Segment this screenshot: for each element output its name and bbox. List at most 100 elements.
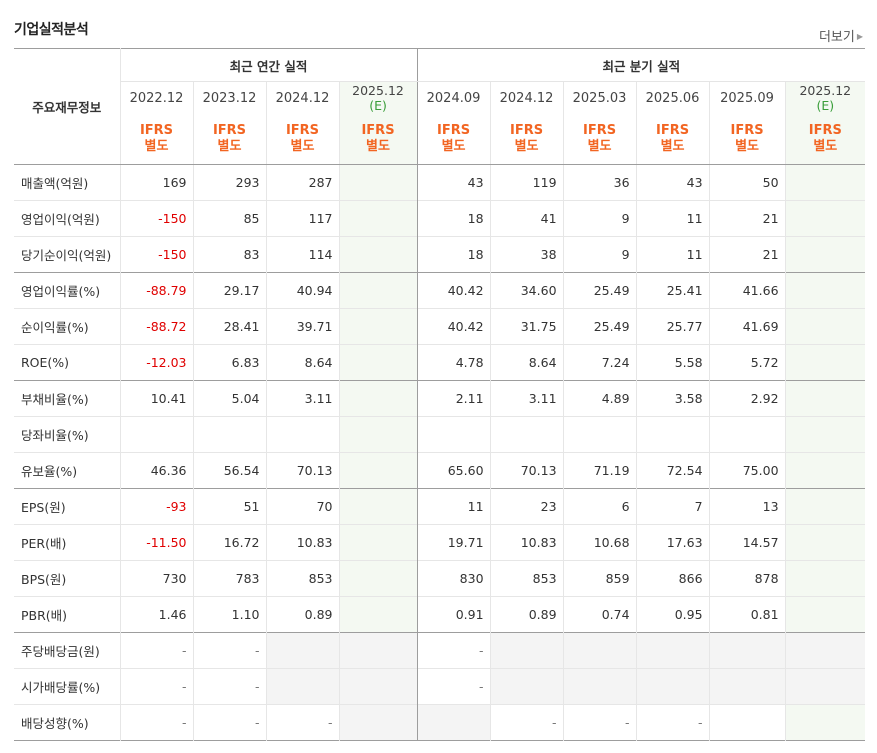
ifrs-label: IFRS: [436, 123, 471, 138]
table-cell: -: [562, 704, 637, 741]
period-header: 2025.06: [635, 81, 710, 114]
separate-label: 별도: [735, 139, 759, 154]
separate-label: 별도: [441, 139, 466, 154]
table-cell: 41: [489, 200, 564, 237]
table-cell: [192, 416, 266, 453]
table-cell: 730: [119, 560, 193, 597]
table-cell: 14.57: [708, 524, 786, 561]
table-cell: [784, 308, 866, 345]
table-cell: 39.71: [265, 308, 339, 345]
table-cell: -: [119, 668, 193, 705]
ifrs-label: IFRS: [139, 123, 174, 138]
table-cell: 9: [562, 200, 637, 237]
table-cell: 7.24: [562, 344, 637, 381]
chevron-right-icon: ▶: [856, 32, 863, 41]
table-cell: 25.41: [635, 272, 710, 309]
table-cell: 11: [635, 200, 710, 237]
table-cell: [784, 596, 866, 633]
accounting-standard-header: IFRS 별도: [192, 114, 266, 165]
table-cell: [338, 416, 418, 453]
period-header: 2025.03: [562, 81, 637, 114]
table-row: 유보율(%) 46.36 56.54 70.13 65.60 70.13 71.19 72.5…: [14, 452, 866, 489]
period-header: 2024.12: [265, 81, 339, 114]
table-cell: [338, 524, 418, 561]
row-label: 영업이익(억원): [14, 200, 120, 237]
table-cell: 3.11: [265, 380, 339, 417]
table-cell: 65.60: [416, 452, 491, 489]
table-cell: [784, 560, 866, 597]
table-cell: 117: [265, 200, 339, 237]
table-cell: [784, 452, 866, 489]
ifrs-label: IFRS: [509, 123, 544, 138]
table-cell: 40.42: [416, 308, 491, 345]
table-row: ROE(%) -12.03 6.83 8.64 4.78 8.64 7.24 5.58 5.72: [14, 344, 866, 381]
table-cell: [338, 704, 418, 741]
table-cell: 10.68: [562, 524, 637, 561]
table-cell: [338, 632, 418, 669]
separate-label: 별도: [660, 139, 685, 154]
table-cell: [708, 632, 786, 669]
table-cell: 10.83: [265, 524, 339, 561]
table-cell: [338, 344, 418, 381]
annual-group-header: 최근 연간 실적: [119, 48, 418, 82]
accounting-standard-header: IFRS 별도: [119, 114, 193, 165]
table-cell: 18: [416, 200, 491, 237]
table-row: 당좌비율(%): [14, 416, 866, 453]
table-cell: [489, 632, 564, 669]
table-cell: -: [489, 704, 564, 741]
table-cell: 41.66: [708, 272, 786, 309]
table-cell: [784, 272, 866, 309]
table-cell: [489, 668, 564, 705]
table-cell: 0.89: [489, 596, 564, 633]
table-cell: 50: [708, 164, 786, 201]
row-label: 주당배당금(원): [14, 632, 120, 669]
table-row: PBR(배) 1.46 1.10 0.89 0.91 0.89 0.74 0.95 0.81: [14, 596, 866, 633]
table-cell: [784, 488, 866, 525]
table-cell: 853: [489, 560, 564, 597]
table-row: 주당배당금(원) - - -: [14, 632, 866, 669]
table-cell: [338, 560, 418, 597]
table-cell: 16.72: [192, 524, 266, 561]
table-cell: [338, 308, 418, 345]
table-cell: 5.04: [192, 380, 266, 417]
accounting-standard-header: IFRS 별도: [489, 114, 564, 165]
table-cell: 19.71: [416, 524, 491, 561]
table-cell: [265, 668, 339, 705]
table-row: BPS(원) 730 783 853 830 853 859 866 878: [14, 560, 866, 597]
table-cell: [708, 416, 786, 453]
row-label: 부채비율(%): [14, 380, 120, 417]
row-label: PBR(배): [14, 596, 120, 633]
table-cell: 23: [489, 488, 564, 525]
table-cell: 293: [192, 164, 266, 201]
table-cell: -150: [119, 236, 193, 273]
table-cell: 169: [119, 164, 193, 201]
table-cell: [416, 704, 491, 741]
table-cell: 25.49: [562, 308, 637, 345]
period-header: 2024.09: [416, 81, 491, 114]
accounting-standard-header: IFRS 별도: [635, 114, 710, 165]
table-row: 영업이익(억원) -150 85 117 18 41 9 11 21: [14, 200, 866, 237]
table-cell: [562, 632, 637, 669]
accounting-standard-header: IFRS 별도: [265, 114, 339, 165]
table-cell: 853: [265, 560, 339, 597]
table-cell: -: [192, 668, 266, 705]
table-cell: 11: [416, 488, 491, 525]
table-cell: 56.54: [192, 452, 266, 489]
table-cell: 9: [562, 236, 637, 273]
table-cell: 1.10: [192, 596, 266, 633]
table-cell: -93: [119, 488, 193, 525]
table-row: 배당성향(%) - - - - - -: [14, 704, 866, 741]
separate-label: 별도: [144, 139, 169, 154]
table-cell: 25.77: [635, 308, 710, 345]
more-link[interactable]: 더보기 ▶: [819, 26, 863, 45]
table-cell: 70: [265, 488, 339, 525]
table-cell: [338, 380, 418, 417]
accounting-standard-header: IFRS 별도: [708, 114, 786, 165]
table-cell: [338, 488, 418, 525]
table-cell: 34.60: [489, 272, 564, 309]
table-cell: 0.81: [708, 596, 786, 633]
table-row: 시가배당률(%) - - -: [14, 668, 866, 705]
row-label: EPS(원): [14, 488, 120, 525]
table-cell: -: [192, 632, 266, 669]
table-cell: 5.72: [708, 344, 786, 381]
